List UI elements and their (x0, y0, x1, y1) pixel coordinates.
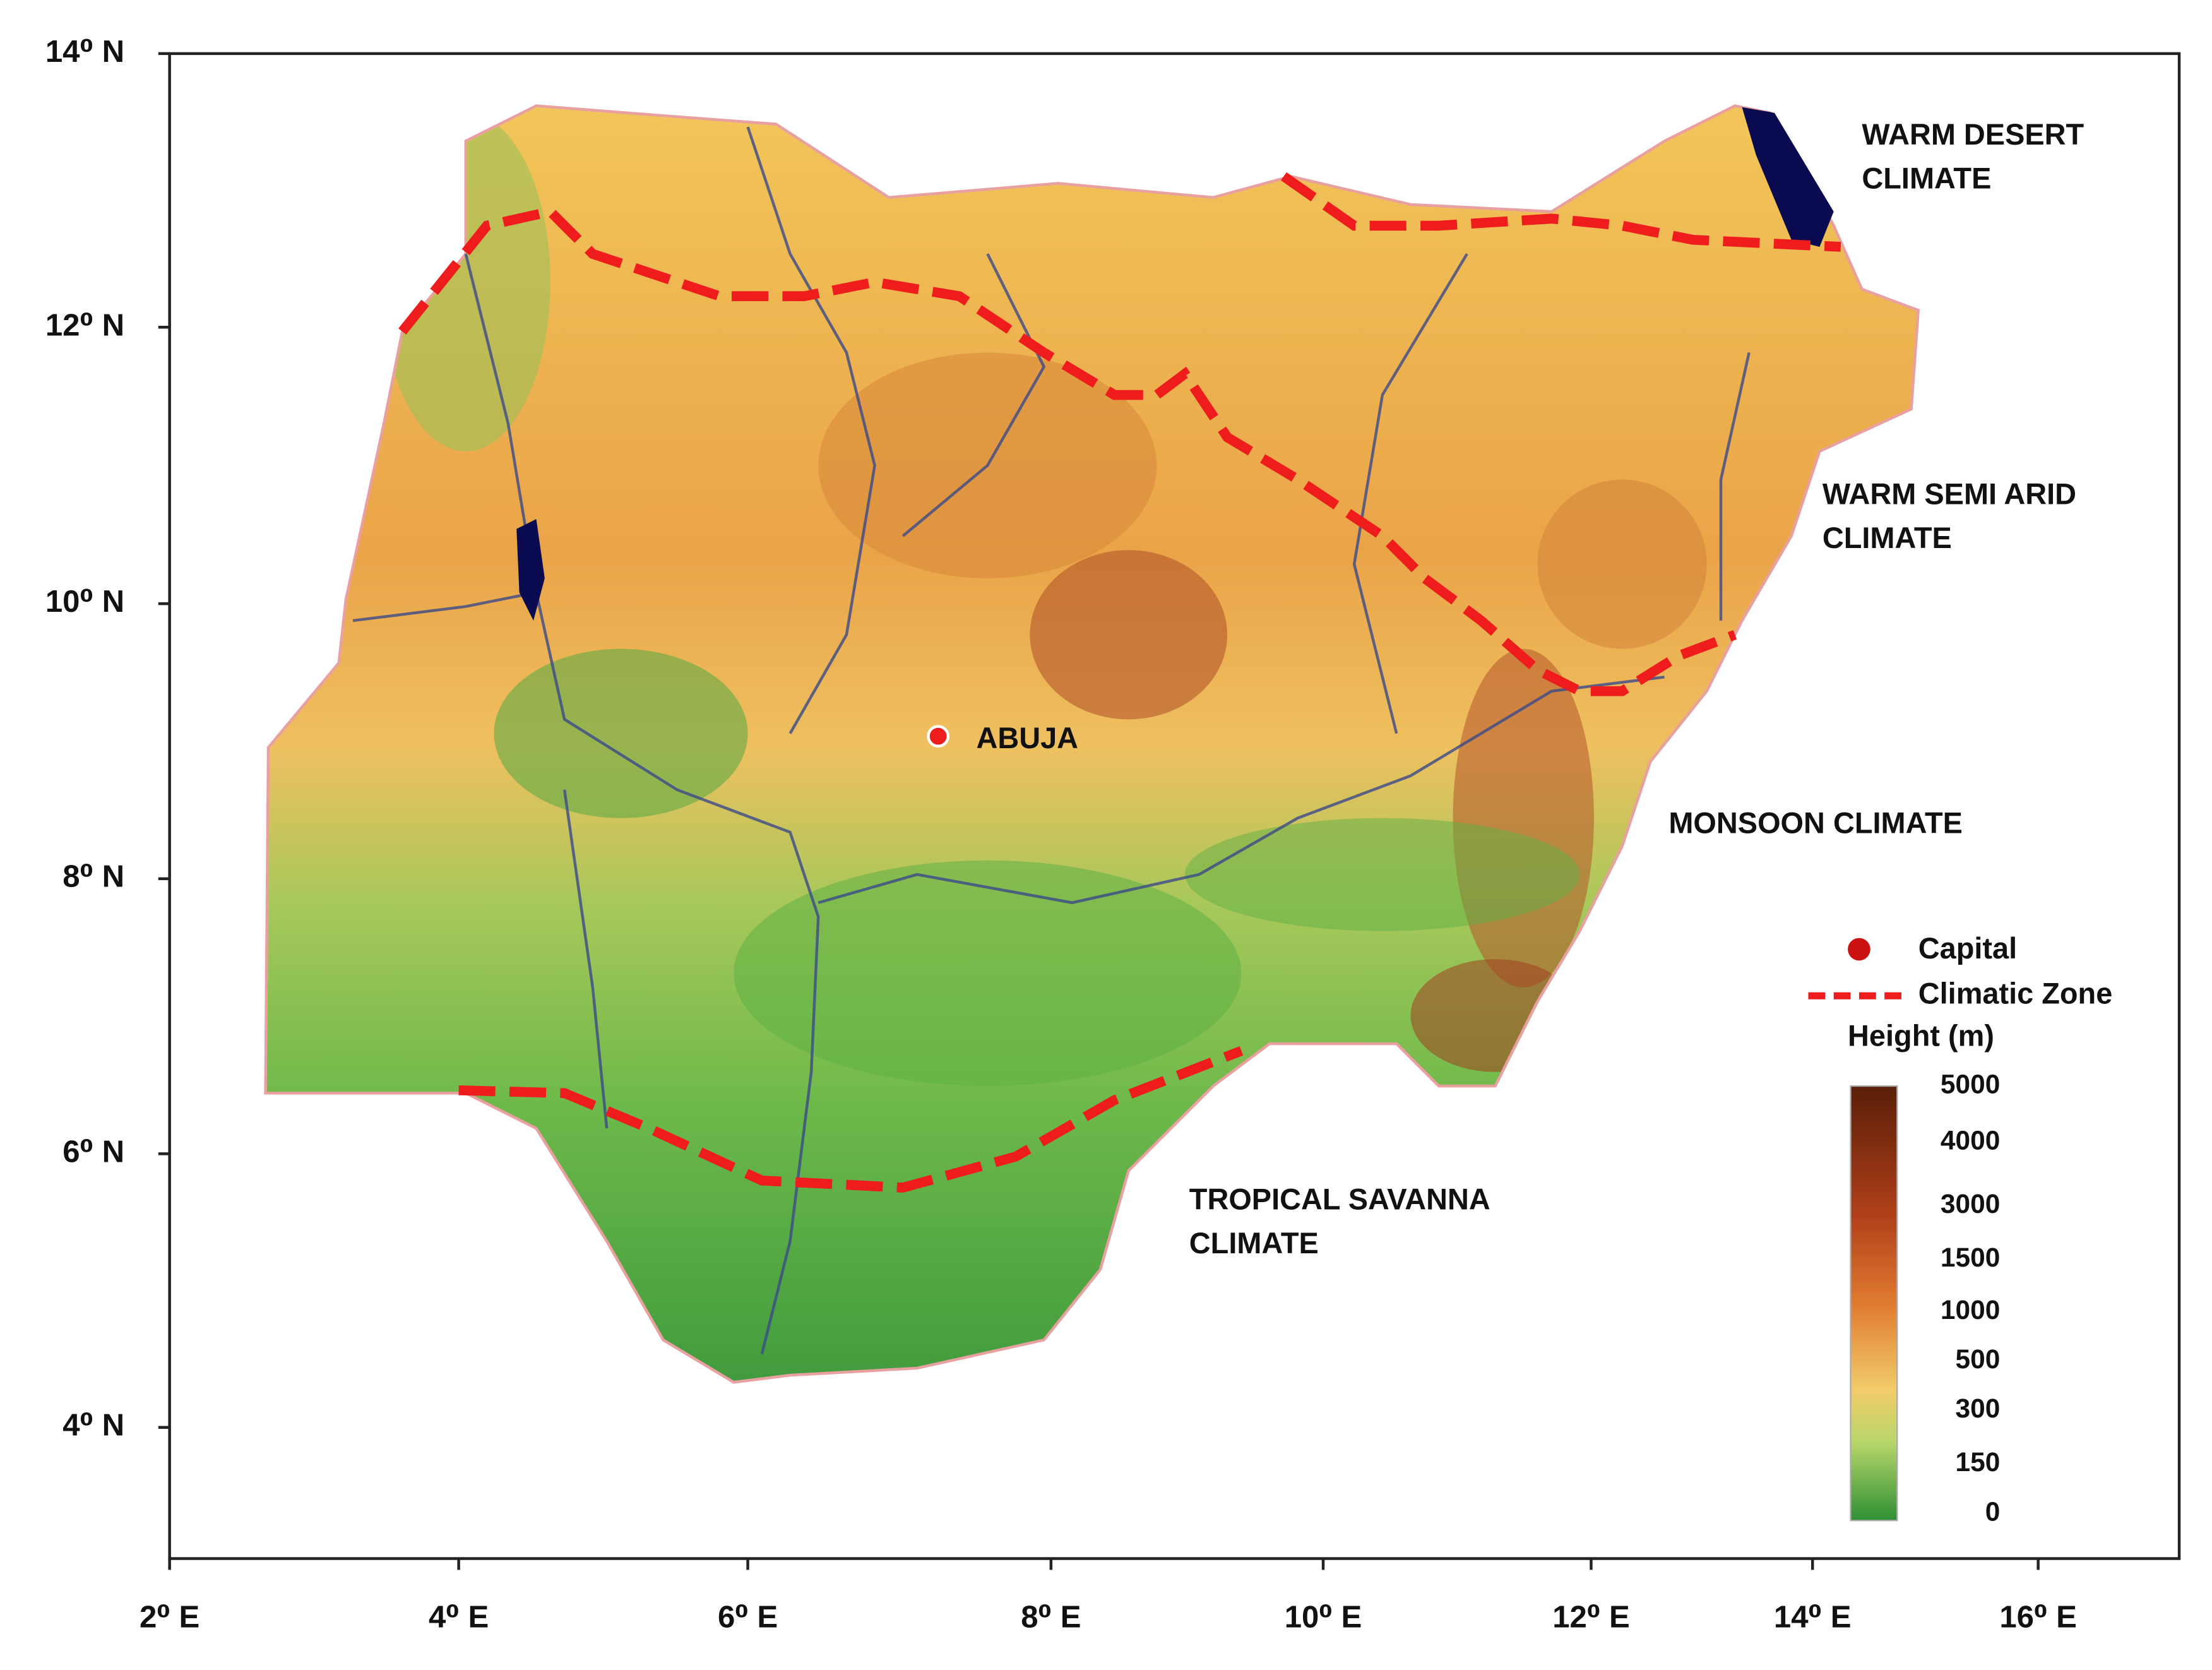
height-label: 3000 (1941, 1189, 2000, 1219)
lon-label: 6⁰ E (718, 1601, 778, 1635)
lon-label: 14⁰ E (1774, 1601, 1852, 1635)
capital-marker (927, 725, 950, 748)
lon-label: 2⁰ E (140, 1601, 199, 1635)
height-colorbar (1850, 1085, 1898, 1522)
zone-label: WARM DESERT (1862, 118, 2084, 151)
lat-label: 12⁰ N (45, 308, 124, 342)
zone-label: TROPICAL SAVANNA (1189, 1183, 1490, 1216)
lake-chad (1742, 107, 1834, 247)
lat-label: 4⁰ N (62, 1409, 124, 1443)
height-label: 4000 (1941, 1126, 2000, 1155)
lon-label: 8⁰ E (1021, 1601, 1081, 1635)
lat-label: 8⁰ N (62, 860, 124, 894)
zone-label: CLIMATE (1189, 1227, 1319, 1260)
height-label: 150 (1956, 1447, 2001, 1477)
rivers (352, 126, 1751, 1355)
legend-capital: Capital (1918, 932, 2017, 965)
zone-label: CLIMATE (1862, 162, 1991, 194)
legend-capital-symbol (1848, 938, 1870, 961)
zone-label: WARM SEMI ARID (1823, 478, 2076, 511)
legend-height-title: Height (m) (1848, 1020, 1994, 1053)
zone-label: MONSOON CLIMATE (1668, 806, 1963, 839)
height-label: 5000 (1941, 1069, 2000, 1099)
climatic-zone-lines (398, 172, 1841, 1193)
city-label: ABUJA (976, 722, 1078, 754)
zone-label: CLIMATE (1823, 522, 1952, 554)
lat-label: 10⁰ N (45, 585, 124, 619)
height-label: 1500 (1941, 1243, 2000, 1272)
lon-label: 4⁰ E (429, 1601, 489, 1635)
lon-label: 10⁰ E (1285, 1601, 1362, 1635)
height-label: 300 (1956, 1393, 2001, 1423)
height-label: 0 (1985, 1496, 2001, 1526)
lon-label: 16⁰ E (1999, 1601, 2077, 1635)
lat-label: 6⁰ N (62, 1135, 124, 1169)
lat-label: 14⁰ N (45, 35, 124, 69)
legend-zone: Climatic Zone (1918, 977, 2113, 1010)
lon-label: 12⁰ E (1552, 1601, 1630, 1635)
kainji-lake (516, 519, 545, 621)
height-label: 500 (1956, 1344, 2001, 1374)
height-label: 1000 (1941, 1295, 2000, 1325)
